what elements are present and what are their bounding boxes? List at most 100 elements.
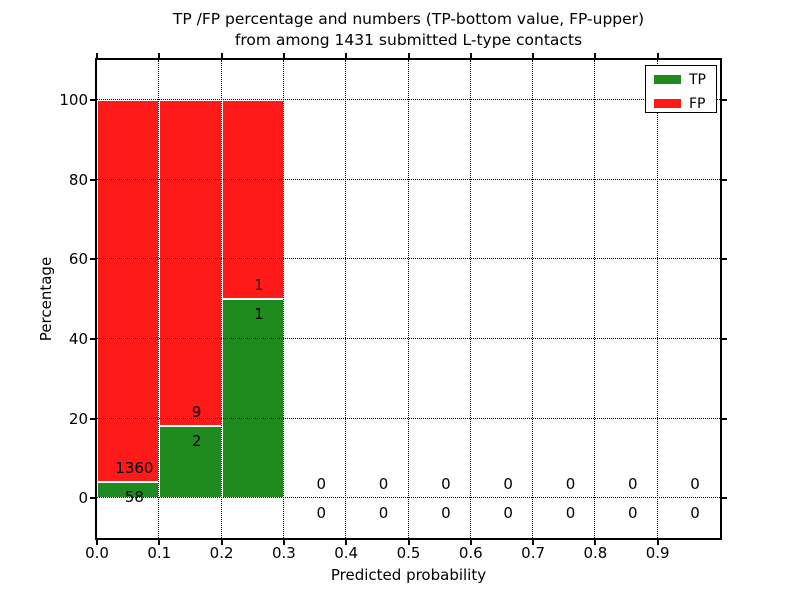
tick-mark-right: [722, 337, 727, 340]
tick-mark-right: [722, 417, 727, 420]
gridline-x: [282, 60, 284, 538]
x-tick-label: 0.8: [583, 544, 608, 562]
tick-mark-top: [407, 53, 410, 58]
tick-mark-top: [594, 53, 597, 58]
x-tick-label: 0.6: [458, 544, 483, 562]
fp-count-label: 0: [565, 475, 576, 494]
tick-mark-right: [722, 98, 727, 101]
fp-count-label: 0: [503, 475, 513, 494]
gridline-x: [532, 60, 534, 538]
tick-mark-left: [90, 98, 95, 101]
tp-count-label: 0: [378, 504, 389, 523]
x-tick-label: 0.3: [271, 544, 296, 562]
x-tick-label: 0.2: [209, 544, 234, 562]
gridline-x: [656, 60, 658, 538]
gridline-x: [158, 60, 160, 538]
bar-segment-tp: [159, 425, 222, 499]
tick-mark-bottom: [407, 540, 410, 545]
tick-mark-top: [220, 53, 223, 58]
fp-count-label: 9: [191, 402, 202, 421]
tick-mark-right: [722, 178, 727, 181]
tick-mark-bottom: [656, 540, 659, 545]
tp-count-label: 0: [441, 504, 451, 523]
tick-mark-left: [90, 417, 95, 420]
chart-title: TP /FP percentage and numbers (TP-bottom…: [97, 9, 720, 51]
x-tick-label: 0.1: [147, 544, 172, 562]
x-tick-label: 0.9: [645, 544, 670, 562]
tp-count-label: 0: [627, 504, 638, 523]
gridline-x: [407, 60, 409, 538]
tick-mark-bottom: [532, 540, 535, 545]
tick-mark-left: [90, 337, 95, 340]
bar-segment-fp: [97, 99, 160, 482]
tp-count-label: 0: [316, 504, 327, 523]
legend-swatch-fp: [654, 99, 681, 108]
tick-mark-left: [90, 178, 95, 181]
fp-count-label: 0: [690, 475, 700, 494]
tp-count-label: 2: [191, 431, 202, 450]
legend: TP FP: [645, 65, 717, 113]
fp-count-label: 0: [316, 475, 327, 494]
tp-count-label: 0: [690, 504, 700, 523]
y-tick-label: 40: [68, 329, 88, 348]
fp-count-label: 0: [441, 475, 451, 494]
y-tick-label: 100: [59, 90, 88, 109]
fp-count-label: 0: [378, 475, 389, 494]
chart-title-line2: from among 1431 submitted L-type contact…: [234, 31, 583, 49]
legend-entries: TP FP: [654, 71, 708, 112]
y-tick-label: 20: [68, 409, 88, 428]
bar-segment-fp: [221, 99, 284, 299]
chart-title-line1: TP /FP percentage and numbers (TP-bottom…: [172, 10, 645, 28]
y-tick-label: 0: [78, 489, 88, 508]
x-tick-label: 0.7: [521, 544, 546, 562]
y-tick-label: 60: [68, 250, 88, 269]
tp-count-label: 0: [565, 504, 576, 523]
gridline-y: [97, 258, 720, 260]
tick-mark-top: [158, 53, 161, 58]
gridline-y: [97, 337, 720, 339]
x-tick-label: 0.4: [334, 544, 359, 562]
gridline-x: [220, 60, 222, 538]
legend-swatch-tp: [654, 75, 681, 84]
y-axis-label: Percentage: [37, 256, 55, 342]
tick-mark-top: [282, 53, 285, 58]
tick-mark-right: [722, 497, 727, 500]
gridline-x: [345, 60, 347, 538]
fp-count-label: 1: [254, 276, 264, 294]
tick-mark-top: [96, 53, 98, 58]
tick-mark-right: [722, 258, 727, 261]
gridline-y: [97, 497, 720, 499]
x-tick-label: 0.5: [396, 544, 421, 562]
bar-segment-tp: [221, 299, 284, 499]
x-tick-label: 0.0: [85, 544, 109, 562]
tp-count-label: 1: [254, 305, 264, 323]
tick-mark-left: [90, 258, 95, 261]
tick-mark-top: [532, 53, 535, 58]
bar-segment-fp: [159, 99, 222, 426]
tick-mark-bottom: [220, 540, 223, 545]
tp-count-label: 0: [503, 504, 513, 523]
tick-mark-top: [469, 53, 472, 58]
gridline-y: [97, 98, 720, 100]
gridline-y: [97, 178, 720, 180]
gridline-x: [594, 60, 596, 538]
tick-mark-bottom: [594, 540, 597, 545]
gridline-x: [469, 60, 471, 538]
fp-count-label: 1360: [115, 458, 154, 477]
tick-mark-top: [345, 53, 348, 58]
tick-mark-left: [90, 497, 95, 500]
tick-mark-bottom: [282, 540, 285, 545]
legend-label-fp: FP: [689, 95, 706, 112]
tick-mark-bottom: [96, 540, 98, 545]
gridline-y: [97, 417, 720, 419]
fp-count-label: 0: [627, 475, 638, 494]
legend-row: FP: [654, 95, 708, 112]
tp-count-label: 58: [124, 487, 144, 506]
tick-mark-top: [656, 53, 659, 58]
x-axis-label: Predicted probability: [330, 566, 487, 584]
legend-row: TP: [654, 71, 708, 88]
tick-mark-bottom: [158, 540, 161, 545]
tick-mark-bottom: [469, 540, 472, 545]
tick-mark-bottom: [345, 540, 348, 545]
